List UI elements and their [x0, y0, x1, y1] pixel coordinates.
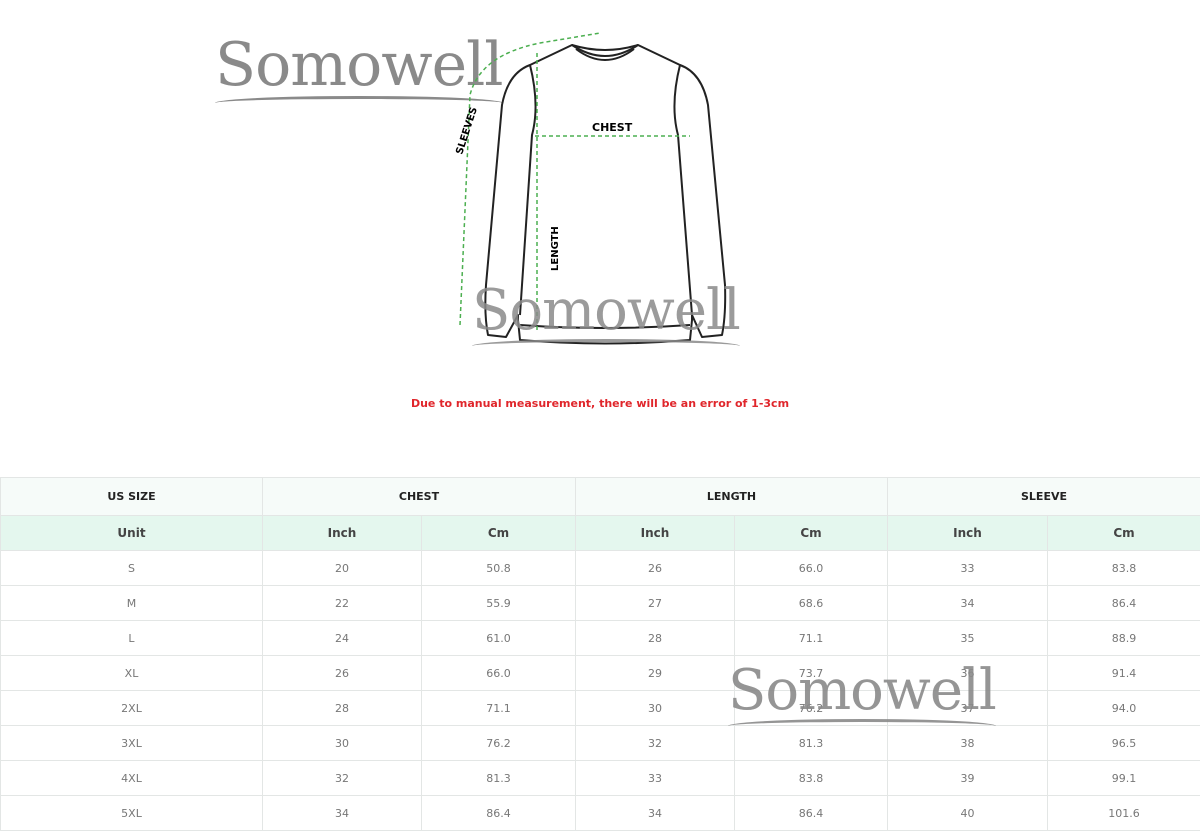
size-cell: M [1, 586, 263, 621]
size-cell: L [1, 621, 263, 656]
size-cell: XL [1, 656, 263, 691]
measurement-cell: 94.0 [1048, 691, 1200, 726]
measurement-cell: 26 [576, 551, 735, 586]
measurement-cell: 33 [576, 761, 735, 796]
measurement-cell: 86.4 [735, 796, 888, 831]
size-cell: 3XL [1, 726, 263, 761]
measurement-cell: 34 [263, 796, 422, 831]
measurement-note: Due to manual measurement, there will be… [0, 397, 1200, 410]
measurement-cell: 66.0 [422, 656, 576, 691]
measurement-cell: 101.6 [1048, 796, 1200, 831]
measurement-cell: 91.4 [1048, 656, 1200, 691]
measurement-cell: 99.1 [1048, 761, 1200, 796]
measurement-cell: 66.0 [735, 551, 888, 586]
measurement-cell: 38 [888, 726, 1048, 761]
size-cell: 4XL [1, 761, 263, 796]
measurement-cell: 76.2 [422, 726, 576, 761]
measurement-cell: 96.5 [1048, 726, 1200, 761]
measurement-cell: 83.8 [1048, 551, 1200, 586]
length-label: LENGTH [550, 226, 561, 271]
measurement-cell: 32 [576, 726, 735, 761]
measurement-cell: 28 [576, 621, 735, 656]
measurement-cell: 39 [888, 761, 1048, 796]
size-cell: S [1, 551, 263, 586]
watermark-text: Somowell [472, 278, 740, 343]
measurement-cell: 55.9 [422, 586, 576, 621]
header-chest: CHEST [263, 478, 576, 516]
measurement-cell: 28 [263, 691, 422, 726]
measurement-cell: 32 [263, 761, 422, 796]
measurement-cell: 81.3 [735, 726, 888, 761]
measurement-cell: 27 [576, 586, 735, 621]
measurement-cell: 83.8 [735, 761, 888, 796]
measurement-cell: 24 [263, 621, 422, 656]
measurement-cell: 29 [576, 656, 735, 691]
size-chart-table: US SIZE CHEST LENGTH SLEEVE Unit Inch Cm… [0, 477, 1200, 831]
measurement-cell: 71.1 [422, 691, 576, 726]
unit-header-row: Unit Inch Cm Inch Cm Inch Cm [1, 516, 1200, 551]
measurement-cell: 68.6 [735, 586, 888, 621]
size-cell: 2XL [1, 691, 263, 726]
measurement-cell: 35 [888, 621, 1048, 656]
chest-label: CHEST [592, 121, 633, 134]
unit-header: Inch [263, 516, 422, 551]
watermark-logo-middle: Somowell [472, 278, 740, 346]
measurement-cell: 86.4 [422, 796, 576, 831]
measurement-cell: 88.9 [1048, 621, 1200, 656]
unit-header: Unit [1, 516, 263, 551]
measurement-cell: 33 [888, 551, 1048, 586]
unit-header: Cm [422, 516, 576, 551]
size-cell: 5XL [1, 796, 263, 831]
measurement-cell: 30 [263, 726, 422, 761]
unit-header: Cm [1048, 516, 1200, 551]
measurement-cell: 50.8 [422, 551, 576, 586]
unit-header: Cm [735, 516, 888, 551]
header-sleeve: SLEEVE [888, 478, 1200, 516]
unit-header: Inch [888, 516, 1048, 551]
measurement-cell: 71.1 [735, 621, 888, 656]
unit-header: Inch [576, 516, 735, 551]
measurement-cell: 61.0 [422, 621, 576, 656]
measurement-cell: 22 [263, 586, 422, 621]
measurement-cell: 34 [576, 796, 735, 831]
sleeves-label: SLEEVES [454, 106, 480, 156]
watermark-logo-table: Somowell [728, 658, 996, 726]
measurement-cell: 40 [888, 796, 1048, 831]
measurement-cell: 26 [263, 656, 422, 691]
measurement-cell: 34 [888, 586, 1048, 621]
group-header-row: US SIZE CHEST LENGTH SLEEVE [1, 478, 1200, 516]
header-length: LENGTH [576, 478, 888, 516]
measurement-cell: 20 [263, 551, 422, 586]
measurement-cell: 81.3 [422, 761, 576, 796]
header-us-size: US SIZE [1, 478, 263, 516]
measurement-cell: 30 [576, 691, 735, 726]
watermark-text: Somowell [728, 658, 996, 723]
measurement-cell: 86.4 [1048, 586, 1200, 621]
